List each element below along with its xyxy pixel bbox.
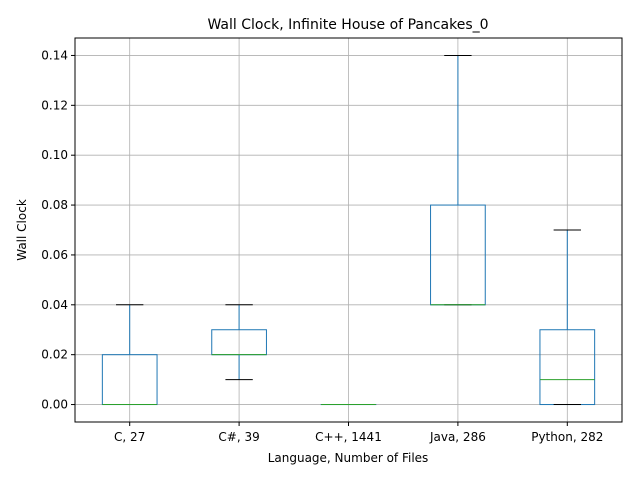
y-tick-label: 0.14	[41, 48, 68, 62]
y-tick-label: 0.10	[41, 148, 68, 162]
x-tick-label: C#, 39	[218, 430, 259, 444]
x-tick-label: Python, 282	[531, 430, 603, 444]
y-tick-label: 0.04	[41, 298, 68, 312]
x-axis: C, 27 C#, 39 C++, 1441 Java, 286 Python, 282	[114, 422, 603, 444]
x-tick-label: Java, 286	[429, 430, 486, 444]
y-axis: 0.00 0.02 0.04 0.06 0.08 0.10 0.12 0.14	[41, 48, 75, 411]
x-tick-label: C, 27	[114, 430, 145, 444]
chart-title: Wall Clock, Infinite House of Pancakes_0	[207, 17, 488, 33]
y-axis-label: Wall Clock	[15, 199, 29, 261]
y-tick-label: 0.00	[41, 398, 68, 412]
y-tick-label: 0.12	[41, 98, 68, 112]
y-tick-label: 0.06	[41, 248, 68, 262]
y-tick-label: 0.02	[41, 348, 68, 362]
x-axis-label: Language, Number of Files	[268, 451, 429, 465]
y-tick-label: 0.08	[41, 198, 68, 212]
x-tick-label: C++, 1441	[315, 430, 382, 444]
